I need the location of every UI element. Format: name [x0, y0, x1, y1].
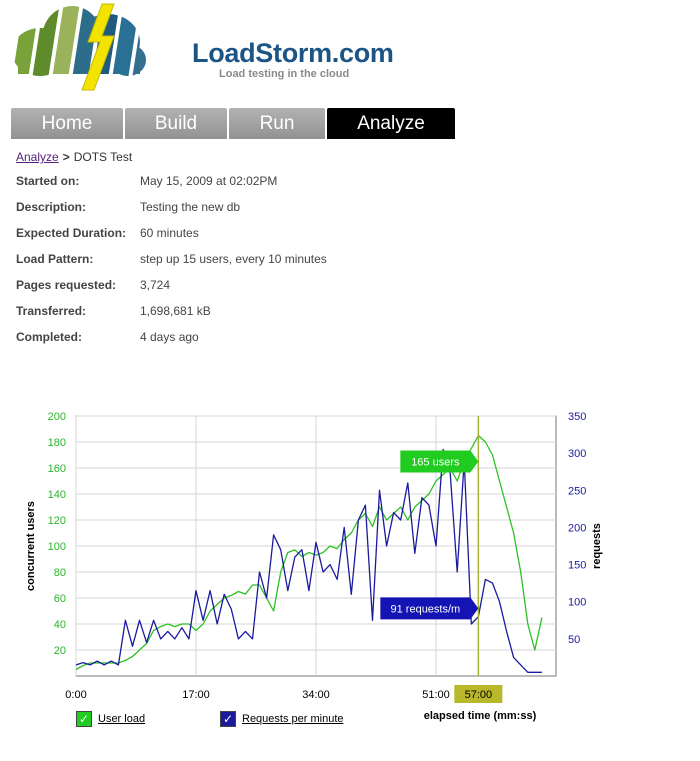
detail-label: Completed:: [16, 330, 82, 344]
y-right-tick-label: 350: [568, 411, 586, 423]
x-tick-label: 34:00: [302, 689, 330, 701]
x-tick-label: 51:00: [422, 689, 450, 701]
detail-value: May 15, 2009 at 02:02PM: [140, 174, 278, 188]
y-left-tick-label: 20: [54, 645, 66, 657]
chart-canvas: 20 40 60 80 100 120 140 160 180 200 50 100 150 200 250…: [25, 411, 603, 722]
y-left-tick-label: 100: [48, 541, 66, 553]
y-right-tick-label: 250: [568, 485, 586, 497]
y-right-tick-label: 200: [568, 522, 586, 534]
y-right-tick-label: 100: [568, 597, 586, 609]
y-left-tick-label: 40: [54, 619, 66, 631]
y-right-tick-label: 300: [568, 448, 586, 460]
breadcrumb: Analyze > DOTS Test: [16, 150, 132, 164]
cursor-time-label: 57:00: [465, 689, 493, 701]
callout-user-load-text: 165 users: [411, 457, 460, 469]
logo-cloud-icon: [12, 3, 146, 91]
breadcrumb-link-analyze[interactable]: Analyze: [16, 150, 59, 164]
y-right-tick-label: 150: [568, 560, 586, 572]
detail-label: Description:: [16, 200, 87, 214]
detail-value: 4 days ago: [140, 330, 199, 344]
breadcrumb-separator: >: [62, 150, 70, 164]
detail-label: Load Pattern:: [16, 252, 94, 266]
legend-user-load[interactable]: ✓ User load: [76, 711, 145, 727]
detail-value: 1,698,681 kB: [140, 304, 211, 318]
brand-name: LoadStorm.com: [192, 38, 394, 68]
tab-home[interactable]: Home: [11, 108, 123, 139]
y-left-tick-label: 60: [54, 593, 66, 605]
detail-value: 3,724: [140, 278, 171, 292]
y-left-tick-label: 160: [48, 463, 66, 475]
checkbox-checked-icon[interactable]: ✓: [220, 711, 236, 727]
y-left-axis-label: concurrent users: [25, 501, 37, 591]
checkbox-checked-icon[interactable]: ✓: [76, 711, 92, 727]
x-tick-label: 0:00: [65, 689, 86, 701]
detail-label: Transferred:: [16, 304, 87, 318]
y-right-tick-label: 50: [568, 634, 580, 646]
detail-value: 60 minutes: [140, 226, 199, 240]
cursor-time-badge: [454, 685, 503, 703]
legend-label[interactable]: Requests per minute: [242, 713, 344, 725]
detail-label: Pages requested:: [16, 278, 117, 292]
y-left-tick-label: 120: [48, 515, 66, 527]
brand-tagline: Load testing in the cloud: [219, 68, 350, 80]
legend-label[interactable]: User load: [98, 713, 146, 725]
logo[interactable]: [10, 2, 150, 94]
callout-requests-text: 91 requests/m: [391, 603, 461, 615]
y-left-tick-label: 140: [48, 489, 66, 501]
y-left-tick-label: 180: [48, 437, 66, 449]
detail-value: step up 15 users, every 10 minutes: [140, 252, 327, 266]
tab-analyze[interactable]: Analyze: [327, 108, 455, 139]
callout-user-load: [400, 450, 479, 473]
legend-requests-per-minute[interactable]: ✓ Requests per minute: [220, 711, 344, 727]
tab-build[interactable]: Build: [125, 108, 227, 139]
detail-label: Started on:: [16, 174, 80, 188]
load-chart[interactable]: 20 40 60 80 100 120 140 160 180 200 50 100 150 200 250…: [0, 400, 700, 730]
detail-value: Testing the new db: [140, 200, 241, 214]
y-left-tick-label: 80: [54, 567, 66, 579]
y-right-axis-label: requests: [591, 523, 603, 569]
tab-run[interactable]: Run: [229, 108, 325, 139]
y-left-tick-label: 200: [48, 411, 66, 423]
breadcrumb-current: DOTS Test: [73, 150, 133, 164]
callout-requests: [380, 597, 479, 620]
detail-label: Expected Duration:: [16, 226, 127, 240]
x-tick-label: 17:00: [182, 689, 210, 701]
x-axis-label: elapsed time (mm:ss): [424, 710, 537, 722]
